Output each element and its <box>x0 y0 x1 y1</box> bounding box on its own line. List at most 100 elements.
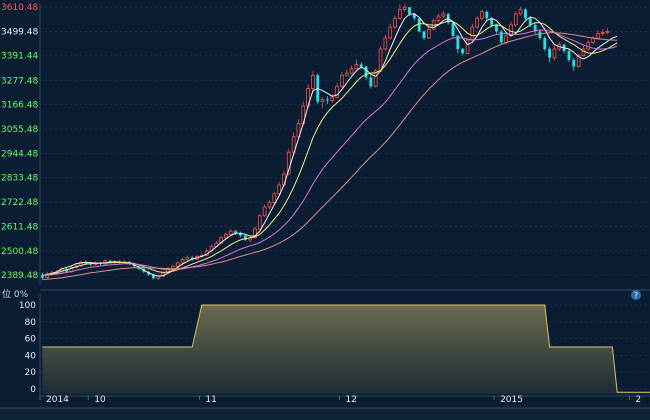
candle <box>533 22 537 34</box>
candle <box>349 65 354 75</box>
sub-area-line <box>42 304 650 393</box>
candle <box>538 29 542 41</box>
candle <box>383 34 388 52</box>
price-tick-label: 3055.48 <box>1 125 38 135</box>
candle <box>239 231 242 238</box>
candle <box>441 10 446 19</box>
candle <box>262 204 267 217</box>
candle <box>243 234 247 242</box>
candle <box>605 28 610 35</box>
candle <box>596 30 600 40</box>
price-tick-label: 3391.44 <box>1 51 38 61</box>
help-icon[interactable]: ? <box>631 290 641 300</box>
candle <box>175 261 180 268</box>
candle <box>359 62 363 69</box>
candle <box>427 25 431 40</box>
candle <box>552 45 557 60</box>
candle <box>567 48 571 63</box>
sub-tick-label: 100 <box>19 301 36 311</box>
candle <box>480 9 484 21</box>
candle <box>354 59 359 70</box>
price-tick-label: 2611.48 <box>1 222 38 232</box>
ma-line-1 <box>42 13 618 277</box>
candle <box>344 69 349 77</box>
x-tick-label: 12 <box>345 395 356 405</box>
sub-y-axis: 0 20 40 60 80 100 <box>19 294 41 396</box>
candle <box>267 200 272 210</box>
price-tick-label: 3610.48 <box>1 3 38 13</box>
candle <box>451 21 455 39</box>
sub-area-series <box>42 304 650 394</box>
sub-indicator-label: 位 0% <box>2 288 29 300</box>
candle <box>277 181 281 195</box>
price-y-axis: 3610.48 3499.48 3391.44 3277.48 3166.48 3055.… <box>1 3 41 286</box>
price-tick-label: 3166.48 <box>1 101 38 111</box>
candle <box>524 8 527 21</box>
candle <box>436 13 441 23</box>
candle <box>499 30 503 45</box>
price-tick-label: 3499.48 <box>1 28 38 38</box>
candle <box>272 191 277 204</box>
candle <box>548 46 552 63</box>
price-tick-label: 2833.48 <box>1 174 38 184</box>
candle <box>296 119 301 139</box>
candle <box>398 4 402 20</box>
candle <box>393 15 397 29</box>
candle <box>513 11 518 28</box>
x-tick-label: 2 <box>635 395 641 405</box>
candle <box>330 93 335 103</box>
candle <box>40 272 44 280</box>
sub-area-fill <box>42 305 650 394</box>
sub-tick-label: 80 <box>25 318 37 328</box>
price-tick-label: 2389.48 <box>1 271 38 281</box>
candle <box>340 72 344 89</box>
candle <box>431 18 436 31</box>
candle <box>417 17 421 33</box>
candle <box>291 132 296 155</box>
candle <box>495 23 498 34</box>
candle <box>576 53 581 68</box>
candle <box>320 97 325 109</box>
price-tick-label: 2500.48 <box>1 247 38 257</box>
candle <box>335 83 339 99</box>
candle <box>543 35 547 52</box>
sub-tick-label: 60 <box>25 335 37 345</box>
x-axis: 2014 10 11 12 2015 2 <box>39 395 641 405</box>
candle <box>364 65 368 80</box>
price-tick-label: 3277.48 <box>1 76 38 86</box>
candle <box>586 40 591 51</box>
x-tick-label: 2015 <box>500 395 523 405</box>
candle <box>465 38 470 55</box>
candle <box>373 68 378 88</box>
sub-tick-label: 0 <box>30 385 36 395</box>
price-tick-label: 2944.48 <box>1 149 38 159</box>
svg-text:?: ? <box>634 291 638 300</box>
x-tick-label: 10 <box>94 395 106 405</box>
moving-average-lines <box>42 13 618 280</box>
x-tick-label: 2014 <box>46 395 69 405</box>
candle <box>311 70 315 93</box>
ma-line-4 <box>42 32 618 280</box>
candle <box>185 255 190 261</box>
candle <box>325 96 329 104</box>
main-grid <box>40 6 650 276</box>
candle <box>180 257 185 265</box>
candle <box>422 30 426 41</box>
sub-tick-label: 20 <box>25 368 37 378</box>
candle <box>190 256 194 261</box>
candle <box>228 229 233 236</box>
sub-tick-label: 40 <box>25 351 37 361</box>
candle <box>485 10 489 21</box>
bottom-strip <box>0 407 650 420</box>
ma-line-3 <box>42 29 618 276</box>
candle <box>475 16 480 29</box>
candle <box>600 29 605 36</box>
candle <box>572 57 576 71</box>
candle <box>402 4 407 12</box>
x-tick-label: 11 <box>205 395 216 405</box>
candle <box>369 75 373 89</box>
price-tick-label: 2722.48 <box>1 198 38 208</box>
candle <box>518 6 523 16</box>
candle <box>388 23 393 40</box>
